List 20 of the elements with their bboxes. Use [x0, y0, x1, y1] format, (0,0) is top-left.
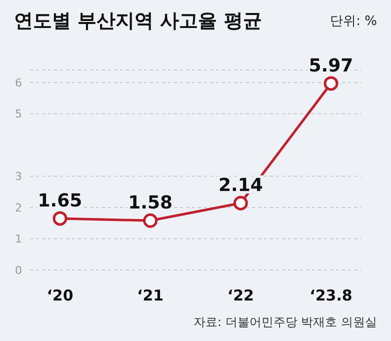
x-tick-label: ‘21 — [137, 286, 164, 305]
point — [233, 196, 248, 210]
y-tick-label: 1 — [15, 232, 22, 246]
text: 단위: % — [330, 13, 377, 30]
x-tick-label: ‘20 — [46, 286, 74, 305]
x-tick-label: ‘22 — [227, 286, 254, 305]
data-label: 5.97 — [308, 55, 354, 76]
text: 자료: 더불어민주당 박재호 의원실 — [194, 314, 377, 331]
data-label: 1.58 — [128, 192, 173, 214]
y-tick-label: 2 — [15, 201, 22, 214]
chart-title: 연도별 부산지역 사고율 평균 — [14, 9, 262, 34]
y-tick-label: 0 — [15, 264, 22, 277]
point — [324, 76, 338, 91]
point — [143, 213, 158, 228]
x-tick-label: ‘23.8 — [310, 286, 352, 305]
y-tick-label: 6 — [15, 76, 22, 90]
y-tick-label: 3 — [15, 170, 22, 184]
data-label: 1.65 — [38, 190, 82, 212]
point — [52, 211, 68, 226]
y-tick-label: 5 — [15, 108, 22, 121]
